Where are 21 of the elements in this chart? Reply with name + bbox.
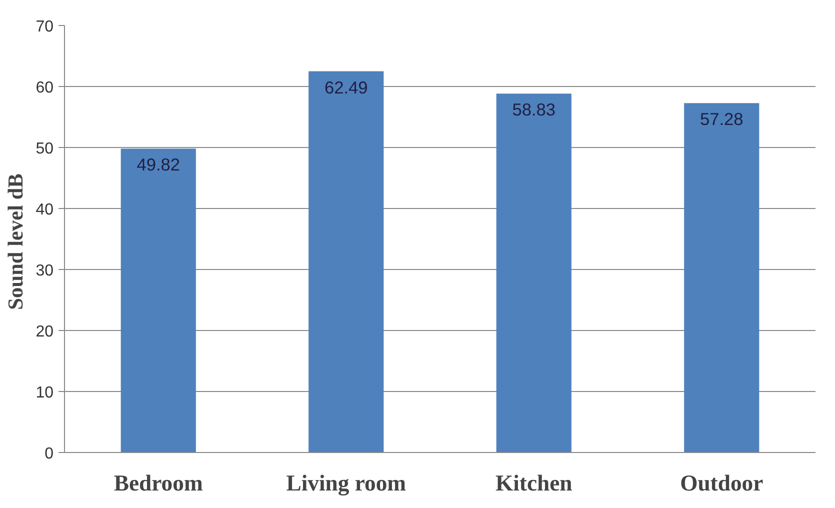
x-tick-label: Outdoor xyxy=(680,470,764,496)
y-tick-label: 30 xyxy=(36,262,54,280)
data-label: 58.83 xyxy=(512,100,556,120)
bar xyxy=(496,94,572,452)
y-tick-label: 10 xyxy=(36,384,54,402)
data-label: 57.28 xyxy=(700,109,744,130)
y-tick-label: 60 xyxy=(36,80,54,96)
x-tick-label: Bedroom xyxy=(114,470,203,496)
bar xyxy=(120,148,196,452)
y-tick-label: 70 xyxy=(36,18,54,36)
y-tick-label: 40 xyxy=(36,202,54,218)
x-tick-label: Living room xyxy=(286,470,406,496)
data-label: 62.49 xyxy=(324,77,368,98)
bar xyxy=(684,103,760,452)
bar xyxy=(308,71,384,452)
y-tick-label: 20 xyxy=(36,324,54,340)
x-tick-label: Kitchen xyxy=(495,470,573,496)
y-axis-title: Sound level dB xyxy=(4,174,28,310)
y-tick-label: 0 xyxy=(44,446,54,462)
y-tick-label: 50 xyxy=(36,140,54,158)
data-label: 49.82 xyxy=(136,154,180,175)
